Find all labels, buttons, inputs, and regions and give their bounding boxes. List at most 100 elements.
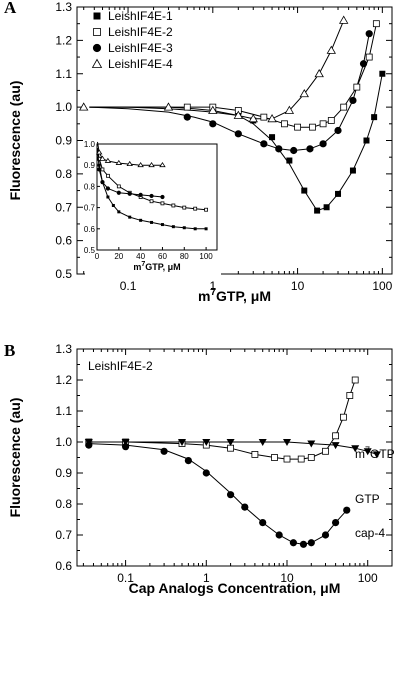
panel-b-point-s3 xyxy=(307,539,315,547)
panel-a-xtick-label: 1 xyxy=(209,279,216,293)
panel-a-xtick-label: 10 xyxy=(291,279,305,293)
panel-b-point-s2 xyxy=(372,451,381,459)
panel-a-point-s1 xyxy=(269,134,276,141)
panel-a-point-s1 xyxy=(371,114,378,121)
panel-a-point-s3 xyxy=(290,146,298,155)
panel-b-point-s1 xyxy=(297,455,305,463)
panel-a-inset-point-s1 xyxy=(111,203,115,207)
panel-a: A 0.5 0.6 0.7 0.8 0.9 1.0 1.1 1.2 1.3 0.1 1 10 100 Flu… xyxy=(4,0,393,304)
panel-a-inset-xtick-label: 20 xyxy=(114,252,123,261)
panel-a-point-s1 xyxy=(363,137,370,144)
panel-b-xlabel: Cap Analogs Concentration, μM xyxy=(129,580,341,596)
panel-a-ytick-label: 0.8 xyxy=(55,167,72,181)
panel-b-annot-cap4: cap-4 xyxy=(355,526,385,540)
panel-a-inset-point-s2 xyxy=(193,206,198,211)
panel-a-inset-xtick-label: 80 xyxy=(180,252,189,261)
panel-b-point-s2 xyxy=(363,448,372,456)
panel-b-point-s3 xyxy=(321,531,330,539)
panel-b-ylabel: Fluorescence (au) xyxy=(7,398,23,518)
panel-a-inset-point-s3 xyxy=(97,167,102,172)
panel-a-ytick-label: 1.1 xyxy=(55,67,72,81)
panel-b-point-s2 xyxy=(121,439,130,446)
panel-b-point-s3 xyxy=(121,443,130,451)
panel-a-inset-point-s1 xyxy=(139,218,143,222)
panel-a-inset-point-s1 xyxy=(160,223,164,227)
panel-a-point-s4 xyxy=(339,15,349,24)
panel-a-point-s1 xyxy=(379,70,386,77)
panel-a-point-s3 xyxy=(260,140,268,148)
panel-a-inset-point-s2 xyxy=(149,199,154,204)
panel-b-ytick-label: 1.2 xyxy=(55,373,72,387)
panel-a-point-s2 xyxy=(327,117,335,124)
panel-a-inset-point-s2 xyxy=(182,205,187,210)
panel-b: B 0.6 0.7 0.8 0.9 1.0 1.1 1.2 1.3 0.1 1 10 100 Fluore… xyxy=(4,341,395,596)
panel-a-inset-point-s2 xyxy=(100,167,105,172)
panel-a-point-s4 xyxy=(267,114,277,123)
panel-b-xtick-label: 10 xyxy=(280,571,294,585)
panel-a-point-s2 xyxy=(260,113,268,121)
panel-b-annot-gtp: GTP xyxy=(355,492,380,506)
panel-a-inset-point-s1 xyxy=(193,227,197,231)
panel-b-point-s2 xyxy=(178,439,186,446)
panel-a-inset-point-s4 xyxy=(137,161,144,168)
panel-a-point-s3 xyxy=(275,145,283,153)
panel-a-fit-curve-2 xyxy=(89,23,377,128)
panel-a-point-s3 xyxy=(234,130,242,138)
panel-a-xlabel-sup: 7 xyxy=(210,287,216,298)
panel-a-inset-xtick-label: 0 xyxy=(95,252,100,261)
panel-a-inset-point-s3 xyxy=(105,186,111,191)
panel-a-inset: 0.5 0.6 0.7 0.8 0.9 1.0 0 20 40 60 80 100 m7GTP, μM xyxy=(84,140,221,275)
panel-a-inset-point-s3 xyxy=(160,194,165,200)
panel-a-inset-point-s2 xyxy=(171,203,176,208)
panel-a-point-s3 xyxy=(306,145,314,153)
panel-b-point-s1 xyxy=(346,392,354,399)
panel-a-inset-ytick-label: 1.0 xyxy=(84,140,96,149)
panel-a-inset-point-s4 xyxy=(159,161,166,168)
panel-a-point-s3 xyxy=(359,60,368,68)
panel-a-inset-point-s3 xyxy=(149,193,154,199)
panel-a-inset-frame xyxy=(96,143,218,251)
panel-a-ytick-label: 0.6 xyxy=(55,234,72,248)
panel-a-inset-xlabel-rest: GTP, μM xyxy=(145,262,180,272)
panel-b-point-s1 xyxy=(227,444,234,452)
panel-a-point-s2 xyxy=(372,20,380,28)
panel-a-inset-ytick-label: 0.8 xyxy=(84,182,96,191)
panel-b-point-s1 xyxy=(251,450,259,458)
panel-a-point-s1 xyxy=(335,190,342,197)
panel-a-ytick-label: 0.9 xyxy=(55,134,72,148)
panel-a-inset-point-s1 xyxy=(171,225,175,229)
panel-b-point-s1 xyxy=(322,447,329,455)
panel-b-point-s3 xyxy=(289,539,297,547)
panel-a-inset-point-s4 xyxy=(126,160,133,167)
panel-a-xlabel-rest: GTP, μM xyxy=(216,288,271,304)
panel-b-ytick-label: 1.1 xyxy=(55,404,72,418)
panel-a-inset-point-s4 xyxy=(95,149,103,155)
panel-b-point-s3 xyxy=(331,519,340,527)
panel-a-inset-point-s1 xyxy=(204,227,208,231)
panel-a-ytick-label: 1.3 xyxy=(55,0,72,14)
panel-b-point-s2 xyxy=(351,445,360,453)
panel-b-point-s1 xyxy=(283,455,291,463)
panel-a-legend-label: LeishIF4E-2 xyxy=(108,25,173,39)
panel-b-annot-m7gtp: m7GTP xyxy=(355,445,395,461)
panel-b-point-s1 xyxy=(351,376,359,384)
panel-a-inset-point-s1 xyxy=(128,215,132,219)
panel-a-point-s2 xyxy=(294,123,301,131)
panel-a-legend-label: LeishIF4E-4 xyxy=(108,57,173,71)
panel-a-inset-ytick-label: 0.7 xyxy=(84,204,96,213)
panel-b-ytick-label: 0.9 xyxy=(55,466,72,480)
panel-a-point-s4 xyxy=(233,110,244,119)
panel-b-point-s2 xyxy=(202,439,211,446)
panel-a-inset-xtick-label: 40 xyxy=(136,252,145,261)
panel-b-point-s3 xyxy=(226,491,235,499)
panel-b-xtick-label: 0.1 xyxy=(117,571,134,585)
panel-b-point-s3 xyxy=(299,540,308,548)
panel-a-inset-fit-1 xyxy=(97,148,207,230)
panel-a-inset-point-s4 xyxy=(115,159,123,165)
panel-b-point-s1 xyxy=(307,454,315,461)
panel-a-point-s4 xyxy=(248,114,258,123)
panel-b-xtick-label: 100 xyxy=(358,571,378,585)
panel-a-inset-point-s1 xyxy=(150,220,154,224)
panel-a-point-s3 xyxy=(183,113,191,121)
